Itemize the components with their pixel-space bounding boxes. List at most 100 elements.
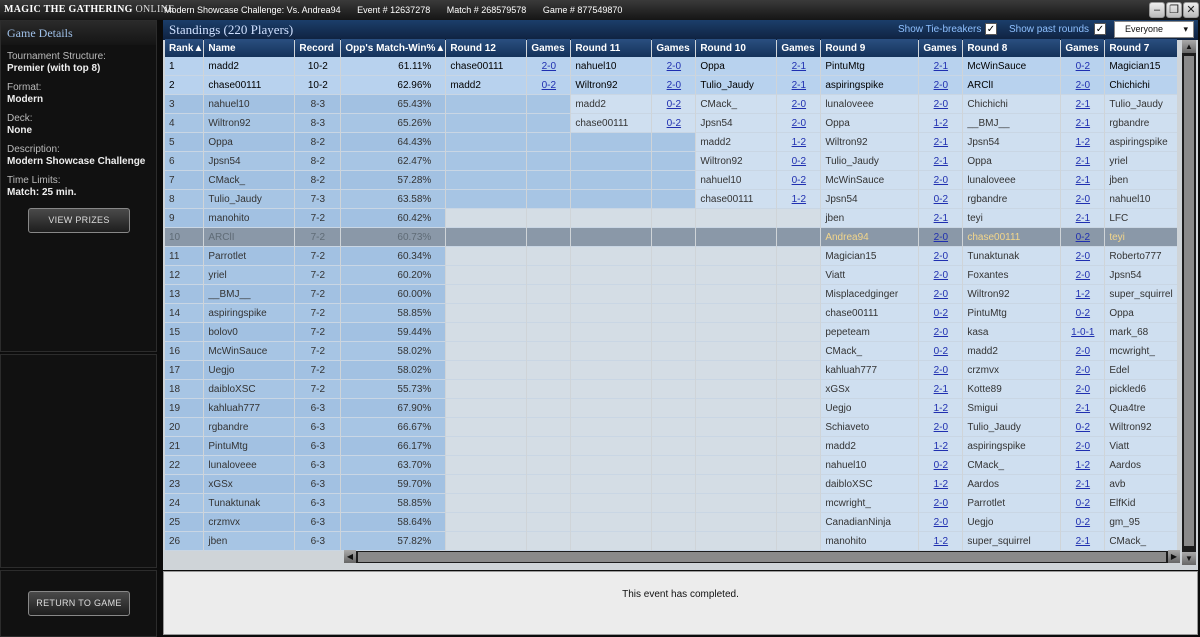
games-link[interactable]: 2-0: [933, 326, 949, 338]
table-row[interactable]: 14 aspiringspike 7-2 58.85% chase00111 0-2 Pin…: [165, 304, 1178, 323]
games-link[interactable]: 0-2: [933, 307, 949, 319]
show-tiebreakers-checkbox[interactable]: ✓: [985, 23, 997, 35]
games-link[interactable]: 2-1: [933, 60, 949, 72]
games-link[interactable]: 2-1: [1075, 155, 1091, 167]
games-link[interactable]: 2-1: [1075, 478, 1091, 490]
table-row[interactable]: 4 Wiltron92 8-3 65.26% chase00111 0-2 Jpsn54 2-…: [165, 114, 1178, 133]
table-row[interactable]: 6 Jpsn54 8-2 62.47% Wiltron92 0-2 Tulio_Jaudy 2…: [165, 152, 1178, 171]
column-header[interactable]: Name: [204, 39, 295, 57]
column-header[interactable]: Round 10: [696, 39, 777, 57]
games-link[interactable]: 2-0: [1075, 440, 1091, 452]
games-link[interactable]: 0-2: [1075, 516, 1091, 528]
column-header[interactable]: Rank▲: [165, 39, 204, 57]
games-link[interactable]: 2-1: [791, 60, 807, 72]
games-link[interactable]: 2-0: [791, 117, 807, 129]
games-link[interactable]: 0-2: [933, 345, 949, 357]
games-link[interactable]: 2-1: [1075, 402, 1091, 414]
column-header[interactable]: Round 9: [821, 39, 919, 57]
column-header[interactable]: Opp's Match-Win%▲: [341, 39, 446, 57]
games-link[interactable]: 2-1: [1075, 98, 1091, 110]
games-link[interactable]: 2-0: [933, 231, 949, 243]
games-link[interactable]: 1-2: [791, 136, 807, 148]
games-link[interactable]: 0-2: [1075, 60, 1091, 72]
table-row[interactable]: 19 kahluah777 6-3 67.90% Uegjo 1-2 Smigui 2-1 Qu…: [165, 399, 1178, 418]
player-filter-select[interactable]: Everyone: [1114, 21, 1194, 38]
games-link[interactable]: 2-0: [933, 98, 949, 110]
games-link[interactable]: 1-0-1: [1071, 326, 1095, 338]
games-link[interactable]: 1-2: [933, 117, 949, 129]
games-link[interactable]: 2-0: [541, 60, 557, 72]
view-prizes-button[interactable]: VIEW PRIZES: [28, 208, 130, 233]
games-link[interactable]: 2-0: [933, 250, 949, 262]
games-link[interactable]: 0-2: [933, 459, 949, 471]
table-row[interactable]: 10 ARClI 7-2 60.73% Andrea94 2-0 chase00111 0-2…: [165, 228, 1178, 247]
table-row[interactable]: 5 Oppa 8-2 64.43% madd2 1-2 Wiltron92 2-1 Jpsn54…: [165, 133, 1178, 152]
table-row[interactable]: 20 rgbandre 6-3 66.67% Schiaveto 2-0 Tulio_Jau…: [165, 418, 1178, 437]
horizontal-scrollbar[interactable]: ◀ ▶: [344, 550, 1180, 563]
games-link[interactable]: 0-2: [1075, 231, 1091, 243]
scroll-down-icon[interactable]: ▼: [1182, 552, 1196, 565]
games-link[interactable]: 1-2: [1075, 288, 1091, 300]
table-row[interactable]: 23 xGSx 6-3 59.70% daibloXSC 1-2 Aardos 2-1 avb: [165, 475, 1178, 494]
games-link[interactable]: 2-0: [933, 79, 949, 91]
games-link[interactable]: 2-0: [933, 421, 949, 433]
games-link[interactable]: 2-0: [933, 516, 949, 528]
games-link[interactable]: 2-0: [1075, 383, 1091, 395]
column-header[interactable]: Round 11: [571, 39, 652, 57]
games-link[interactable]: 2-1: [933, 212, 949, 224]
show-past-rounds-checkbox[interactable]: ✓: [1094, 23, 1106, 35]
games-link[interactable]: 0-2: [1075, 307, 1091, 319]
scroll-right-icon[interactable]: ▶: [1168, 550, 1180, 563]
column-header[interactable]: Round 8: [963, 39, 1061, 57]
games-link[interactable]: 2-1: [1075, 174, 1091, 186]
games-link[interactable]: 1-2: [933, 535, 949, 547]
games-link[interactable]: 2-0: [933, 269, 949, 281]
table-row[interactable]: 3 nahuel10 8-3 65.43% madd2 0-2 CMack_ 2-0 lunal…: [165, 95, 1178, 114]
games-link[interactable]: 2-0: [933, 364, 949, 376]
games-link[interactable]: 0-2: [666, 98, 682, 110]
games-link[interactable]: 0-2: [933, 193, 949, 205]
games-link[interactable]: 2-0: [1075, 345, 1091, 357]
games-link[interactable]: 2-0: [1075, 269, 1091, 281]
column-header[interactable]: Record: [295, 39, 341, 57]
table-row[interactable]: 1 madd2 10-2 61.11% chase00111 2-0 nahuel10 2-0…: [165, 57, 1178, 76]
games-link[interactable]: 2-0: [666, 79, 682, 91]
close-icon[interactable]: ✕: [1183, 2, 1199, 18]
column-header[interactable]: Games: [777, 39, 821, 57]
table-row[interactable]: 2 chase00111 10-2 62.96% madd2 0-2 Wiltron92 2-…: [165, 76, 1178, 95]
table-row[interactable]: 17 Uegjo 7-2 58.02% kahluah777 2-0 crzmvx 2-0 Ed…: [165, 361, 1178, 380]
games-link[interactable]: 0-2: [1075, 497, 1091, 509]
games-link[interactable]: 0-2: [791, 155, 807, 167]
column-header[interactable]: Games: [652, 39, 696, 57]
games-link[interactable]: 2-0: [933, 288, 949, 300]
games-link[interactable]: 0-2: [541, 79, 557, 91]
games-link[interactable]: 2-0: [791, 98, 807, 110]
games-link[interactable]: 0-2: [666, 117, 682, 129]
return-to-game-button[interactable]: RETURN TO GAME: [28, 591, 130, 616]
games-link[interactable]: 2-1: [933, 136, 949, 148]
table-row[interactable]: 16 McWinSauce 7-2 58.02% CMack_ 0-2 madd2 2-0 mc…: [165, 342, 1178, 361]
restore-icon[interactable]: ❐: [1166, 2, 1182, 18]
table-row[interactable]: 24 Tunaktunak 6-3 58.85% mcwright_ 2-0 Parrotl…: [165, 494, 1178, 513]
vertical-scroll-thumb[interactable]: [1184, 56, 1194, 546]
games-link[interactable]: 2-1: [791, 79, 807, 91]
vertical-scrollbar[interactable]: ▲ ▼: [1182, 40, 1196, 565]
table-row[interactable]: 8 Tulio_Jaudy 7-3 63.58% chase00111 1-2 Jpsn54…: [165, 190, 1178, 209]
table-row[interactable]: 26 jben 6-3 57.82% manohito 1-2 super_squirrel…: [165, 532, 1178, 551]
table-row[interactable]: 21 PintuMtg 6-3 66.17% madd2 1-2 aspiringspike…: [165, 437, 1178, 456]
games-link[interactable]: 1-2: [1075, 459, 1091, 471]
games-link[interactable]: 2-1: [933, 155, 949, 167]
games-link[interactable]: 1-2: [1075, 136, 1091, 148]
table-row[interactable]: 7 CMack_ 8-2 57.28% nahuel10 0-2 McWinSauce 2-0…: [165, 171, 1178, 190]
column-header[interactable]: Games: [527, 39, 571, 57]
table-row[interactable]: 22 lunaloveee 6-3 63.70% nahuel10 0-2 CMack_ 1-…: [165, 456, 1178, 475]
scroll-up-icon[interactable]: ▲: [1182, 40, 1196, 53]
table-row[interactable]: 12 yriel 7-2 60.20% Viatt 2-0 Foxantes 2-0 Jpsn5…: [165, 266, 1178, 285]
games-link[interactable]: 2-0: [666, 60, 682, 72]
games-link[interactable]: 1-2: [933, 402, 949, 414]
table-row[interactable]: 9 manohito 7-2 60.42% jben 2-1 teyi 2-1 LFC: [165, 209, 1178, 228]
games-link[interactable]: 2-0: [1075, 364, 1091, 376]
games-link[interactable]: 2-0: [933, 497, 949, 509]
table-row[interactable]: 15 bolov0 7-2 59.44% pepeteam 2-0 kasa 1-0-1 mar…: [165, 323, 1178, 342]
games-link[interactable]: 0-2: [1075, 421, 1091, 433]
